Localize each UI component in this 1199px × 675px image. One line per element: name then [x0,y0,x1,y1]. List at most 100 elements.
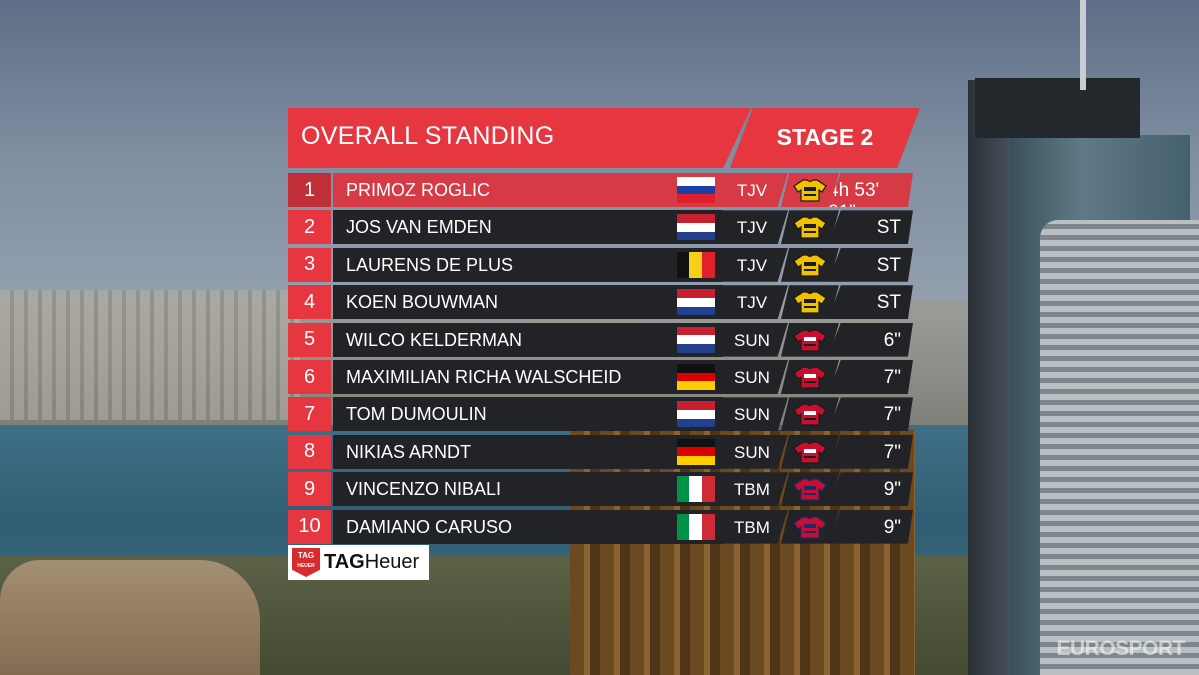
standings-row: 9 VINCENZO NIBALI TBM 9" [288,472,913,507]
palace-building [0,560,260,675]
time-gap: 6" [883,329,901,351]
position: 7 [288,397,331,432]
time-gap: ST [876,217,901,239]
tag-heuer-logo: TAG HEUER TAGHeuer [288,545,429,580]
time-cell: 9" [828,509,913,544]
team-cell: TJV [723,210,788,245]
germany-flag-icon [676,364,715,391]
time-cell: 6" [828,322,913,357]
position: 1 [288,173,331,207]
standings-row: 3 LAURENS DE PLUS TJV ST [288,247,913,282]
time-gap: 7" [883,367,901,388]
antenna [1080,0,1086,90]
rider-name-cell: LAURENS DE PLUS [333,247,668,282]
rider-name-cell: KOEN BOUWMAN [333,285,668,320]
team-cell: TJV [723,247,788,282]
standings-row: 7 TOM DUMOULIN SUN 7" [288,397,913,432]
broadcaster-logo: EUROSPORT [1056,637,1185,660]
rider-name-cell: VINCENZO NIBALI [333,472,668,507]
team-code: TBM [734,480,770,500]
red-jersey-icon [793,402,827,426]
jersey-cell [781,210,839,245]
yellow-jersey-icon [793,178,827,202]
standings-row: 1 PRIMOZ ROGLIC TJV 4h 53' 21" [288,173,913,207]
time-cell: 7" [828,434,913,469]
jersey-cell [781,360,839,394]
time-gap: ST [876,292,901,314]
tag-heuer-badge: TAG HEUER [292,548,320,577]
netherlands-flag-icon [676,289,715,316]
standings-title: OVERALL STANDING [301,122,555,150]
rider-name: WILCO KELDERMAN [346,329,523,350]
team-code: TJV [736,293,768,313]
stage-header: STAGE 2 [730,108,920,168]
nation-flag-cell [668,173,723,207]
position: 6 [288,360,331,394]
position: 10 [288,509,331,544]
red-jersey-icon [793,440,827,464]
italy-flag-icon [676,513,715,540]
team-code: TJV [736,218,768,238]
rider-name-cell: PRIMOZ ROGLIC [333,173,668,207]
red-jersey-icon [793,365,827,389]
jersey-cell [781,247,839,282]
nation-flag-cell [668,509,723,544]
rider-name: VINCENZO NIBALI [346,479,502,500]
team-cell: TJV [723,173,788,207]
time-cell: ST [828,247,913,282]
position: 8 [288,434,331,469]
time-cell: 9" [828,472,913,507]
position: 2 [288,210,331,245]
team-cell: SUN [723,434,788,469]
team-cell: TBM [723,509,788,544]
nation-flag-cell [668,247,723,282]
rider-name: LAURENS DE PLUS [346,254,514,275]
nation-flag-cell [668,360,723,394]
rider-name: KOEN BOUWMAN [346,292,499,313]
team-cell: TBM [723,472,788,507]
standings-row: 10 DAMIANO CARUSO TBM 9" [288,509,913,544]
rider-name: TOM DUMOULIN [346,404,487,425]
jersey-cell [781,434,839,469]
stage-label: STAGE 2 [776,124,874,150]
position: 5 [288,322,331,357]
rider-name-cell: TOM DUMOULIN [333,397,668,432]
gold-tower [570,430,915,675]
team-code: TJV [736,181,768,200]
standings-row: 4 KOEN BOUWMAN TJV ST [288,285,913,320]
jersey-cell [781,285,839,320]
white-tower [1040,220,1199,675]
rider-name-cell: WILCO KELDERMAN [333,322,668,357]
team-cell: SUN [723,322,788,357]
team-code: SUN [734,405,770,425]
rider-name: NIKIAS ARNDT [346,441,472,462]
time-gap: 7" [883,404,901,426]
rider-name: DAMIANO CARUSO [346,516,513,537]
rider-name-cell: DAMIANO CARUSO [333,509,668,544]
italy-flag-icon [676,476,715,503]
bahrain-jersey-icon [793,477,827,501]
position: 3 [288,247,331,282]
team-code: TBM [734,517,770,537]
standings-row: 2 JOS VAN EMDEN TJV ST [288,210,913,245]
position: 9 [288,472,331,507]
team-code: SUN [734,368,770,387]
tower-top [975,78,1140,138]
nation-flag-cell [668,472,723,507]
team-cell: SUN [723,360,788,394]
germany-flag-icon [676,438,715,465]
jersey-cell [781,472,839,507]
nation-flag-cell [668,210,723,245]
yellow-jersey-icon [793,253,827,277]
nation-flag-cell [668,397,723,432]
time-gap: 4h 53' 21" [828,180,880,207]
time-cell: 7" [828,397,913,432]
time-gap: ST [876,254,901,276]
time-gap: 9" [883,516,901,538]
standings-row: 5 WILCO KELDERMAN SUN 6" [288,322,913,357]
standings-header: OVERALL STANDING [288,108,751,168]
yellow-jersey-icon [793,215,827,239]
coastal-houses [0,290,300,420]
time-cell: ST [828,210,913,245]
rider-name-cell: JOS VAN EMDEN [333,210,668,245]
